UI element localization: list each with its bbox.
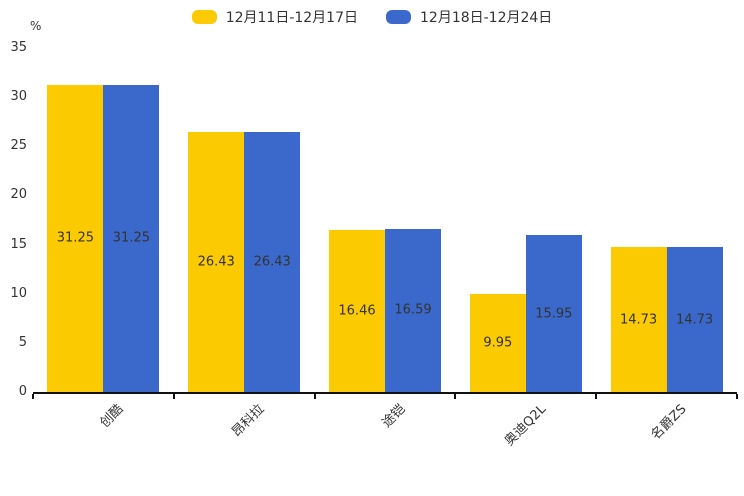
x-axis-tick	[32, 394, 34, 399]
x-category-label: 途铠	[379, 401, 409, 431]
bar-series1-途铠[interactable]: 16.46	[329, 230, 385, 392]
x-axis-tick	[454, 394, 457, 399]
y-tick-label: 0	[18, 384, 27, 399]
y-tick-label: 5	[18, 334, 27, 350]
bar-value-label: 14.73	[675, 312, 714, 328]
bar-value-label: 16.59	[394, 302, 432, 318]
legend-item-week2[interactable]: 12月18日-12月24日	[386, 7, 552, 27]
x-axis-tick	[736, 394, 738, 399]
bar-series2-昂科拉[interactable]: 26.43	[244, 132, 301, 392]
bar-series2-创酷[interactable]: 31.25	[103, 84, 160, 392]
bar-value-label: 14.73	[619, 312, 658, 328]
bar-value-label: 31.25	[112, 230, 150, 246]
y-tick-label: 30	[10, 89, 27, 105]
x-category-label: 奥迪Q2L	[502, 401, 550, 450]
bar-series1-创酷[interactable]: 31.25	[47, 84, 104, 392]
bar-value-label: 16.46	[338, 303, 376, 319]
y-tick-label: 15	[10, 236, 27, 252]
bar-value-label: 9.95	[483, 335, 513, 351]
plot-area: 31.25 31.25 创酷 26.43 26.43 昂科拉 16.46 16.59 途铠 9.9…	[32, 48, 738, 449]
y-tick-label: 10	[10, 285, 27, 301]
bar-value-label: 15.95	[535, 306, 573, 322]
legend-label-week2: 12月18日-12月24日	[420, 10, 553, 26]
legend-swatch-week2-icon	[386, 10, 411, 24]
x-category-label: 名爵ZS	[648, 401, 691, 443]
legend: 12月11日-12月17日 12月18日-12月24日	[0, 7, 744, 27]
bar-series1-昂科拉[interactable]: 26.43	[188, 132, 245, 392]
x-category-label: 昂科拉	[229, 401, 268, 441]
bar-value-label: 26.43	[197, 254, 235, 270]
legend-swatch-week1-icon	[191, 10, 217, 24]
bar-series2-奥迪Q2L[interactable]: 15.95	[525, 235, 582, 392]
bar-value-label: 31.25	[56, 230, 94, 246]
y-tick-label: 20	[10, 187, 27, 203]
x-category-label: 创酷	[97, 401, 127, 431]
bar-series1-名爵ZS[interactable]: 14.73	[610, 247, 667, 392]
y-tick-label: 35	[10, 40, 27, 55]
bar-series2-名爵ZS[interactable]: 14.73	[666, 247, 723, 392]
x-axis-line	[33, 392, 737, 394]
y-axis-unit-label: %	[30, 19, 42, 33]
bar-value-label: 26.43	[253, 254, 291, 270]
bar-series1-奥迪Q2L[interactable]: 9.95	[469, 294, 526, 392]
x-axis-tick	[313, 394, 316, 399]
x-axis-tick	[172, 394, 175, 399]
y-tick-label: 25	[10, 138, 27, 154]
legend-item-week1[interactable]: 12月11日-12月17日	[191, 7, 358, 27]
legend-label-week1: 12月11日-12月17日	[225, 10, 358, 26]
bar-series2-途铠[interactable]: 16.59	[385, 228, 441, 392]
x-axis-tick	[595, 394, 598, 399]
